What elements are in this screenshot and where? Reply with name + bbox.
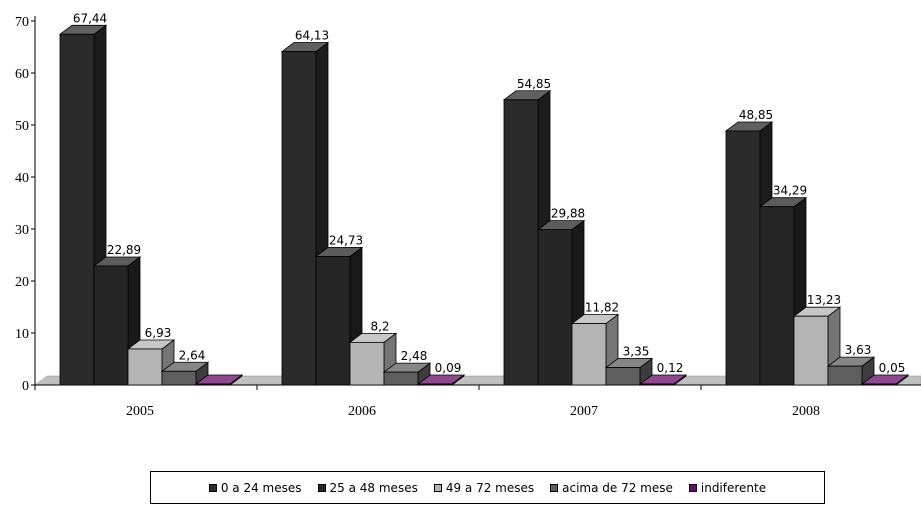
legend-label: acima de 72 mese	[562, 480, 673, 495]
y-tick-label: 30	[15, 223, 29, 238]
legend-label: 49 a 72 meses	[445, 480, 535, 495]
data-label: 34,29	[773, 184, 807, 198]
legend-item: 0 a 24 meses	[208, 480, 302, 495]
x-tick-label: 2008	[792, 404, 820, 419]
bar	[638, 374, 688, 386]
y-tick-label: 20	[15, 275, 29, 290]
bar-front	[571, 323, 607, 386]
data-label: 0,05	[879, 361, 906, 375]
data-label: 22,89	[107, 243, 141, 257]
legend-item: 25 a 48 meses	[317, 480, 418, 495]
x-tick-label: 2007	[570, 404, 598, 419]
bar-front	[503, 99, 539, 386]
bar-front	[639, 383, 675, 386]
bar-front	[827, 365, 863, 386]
bar-front	[793, 315, 829, 386]
data-label: 64,13	[295, 29, 329, 43]
data-label: 6,93	[145, 326, 172, 340]
y-tick-label: 40	[15, 171, 29, 186]
bar-front	[281, 51, 317, 386]
data-label: 3,63	[845, 343, 872, 357]
data-label: 11,82	[585, 301, 619, 315]
bar-front	[315, 256, 351, 386]
legend-swatch	[550, 483, 559, 492]
y-tick-label: 10	[15, 327, 29, 342]
legend-swatch	[688, 483, 697, 492]
data-label: 2,64	[179, 348, 206, 362]
data-label: 2,48	[401, 349, 428, 363]
legend-item: acima de 72 mese	[550, 481, 673, 495]
bar-front	[537, 229, 573, 386]
bar-front	[759, 206, 795, 386]
legend-swatch	[317, 483, 326, 492]
legend-label: 25 a 48 meses	[329, 480, 418, 495]
bar-front	[127, 348, 163, 386]
bar-front	[93, 265, 129, 386]
y-tick-label: 0	[22, 379, 29, 394]
bar	[92, 256, 142, 386]
bar-front	[383, 371, 419, 386]
data-label: 13,23	[807, 293, 841, 307]
bar	[826, 356, 876, 386]
legend-label: indiferente	[700, 480, 767, 495]
legend-label: 0 a 24 meses	[220, 480, 302, 495]
data-label: 54,85	[517, 77, 551, 91]
bar	[416, 374, 466, 386]
bar	[194, 374, 244, 386]
legend-item: 49 a 72 meses	[433, 480, 535, 495]
bar-chart: 0 10 20 30 40 50 60 70 2005 2006 2007 2008 67,44 22,…	[15, 11, 921, 419]
legend: 0 a 24 meses 25 a 48 meses 49 a 72 meses…	[150, 471, 825, 504]
bar	[348, 332, 398, 386]
bar-front	[195, 383, 231, 386]
bar	[604, 357, 654, 386]
x-tick-label: 2006	[348, 404, 376, 419]
data-label: 0,09	[435, 361, 462, 375]
bar-front	[861, 383, 897, 386]
data-label: 29,88	[551, 207, 585, 221]
data-label: 48,85	[739, 108, 773, 122]
bar-front	[59, 33, 95, 386]
x-tick-label: 2005	[126, 404, 154, 419]
bar-front	[725, 130, 761, 386]
legend-swatch	[208, 483, 217, 492]
data-label: 0,12	[657, 361, 684, 375]
data-label: 3,35	[623, 345, 650, 359]
bar-front	[417, 383, 453, 386]
bar-front	[605, 367, 641, 386]
data-label: 67,44	[73, 11, 107, 25]
data-label: 24,73	[329, 233, 363, 247]
bar	[382, 362, 432, 386]
bar	[860, 374, 910, 386]
legend-item: indiferente	[688, 480, 767, 495]
legend-swatch	[433, 483, 442, 492]
bar-front	[161, 370, 197, 386]
y-tick-label: 60	[15, 67, 29, 82]
y-tick-label: 70	[15, 15, 29, 30]
data-label: 8,2	[370, 319, 389, 333]
bar-front	[349, 341, 385, 386]
y-tick-label: 50	[15, 119, 29, 134]
